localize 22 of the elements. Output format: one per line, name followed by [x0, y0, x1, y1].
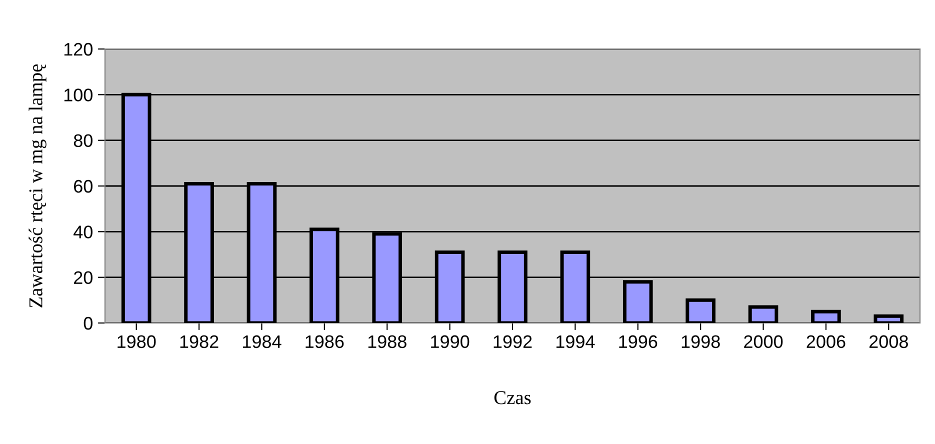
- x-tick-label: 1982: [180, 335, 218, 348]
- y-tick-label: 40: [74, 226, 92, 238]
- x-tick-label: 2000: [744, 335, 783, 348]
- x-tick-label: 1992: [494, 335, 532, 348]
- x-tick-label: 1986: [306, 335, 344, 348]
- y-tick-label: 80: [74, 134, 92, 148]
- y-axis-title: Zawartość rtęci w mg na lampę: [28, 64, 46, 308]
- y-tick-label: 120: [64, 42, 92, 56]
- x-tick-label: 1998: [682, 335, 720, 348]
- x-tick-label: 1990: [431, 335, 470, 348]
- x-tick-label: 1988: [368, 335, 406, 348]
- x-axis-title: Czas: [494, 391, 531, 404]
- y-tick-label: 100: [64, 88, 92, 102]
- x-tick-label: 1984: [243, 335, 282, 348]
- y-tick-label: 20: [74, 271, 92, 284]
- x-tick-label: 2006: [806, 335, 846, 348]
- x-tick-label: 1996: [619, 335, 658, 348]
- x-tick-label: 1994: [556, 335, 595, 348]
- x-tick-label: 2008: [869, 335, 908, 348]
- y-tick-label: 0: [84, 316, 92, 330]
- x-tick-label: 1980: [118, 335, 156, 348]
- y-tick-label: 60: [74, 180, 92, 193]
